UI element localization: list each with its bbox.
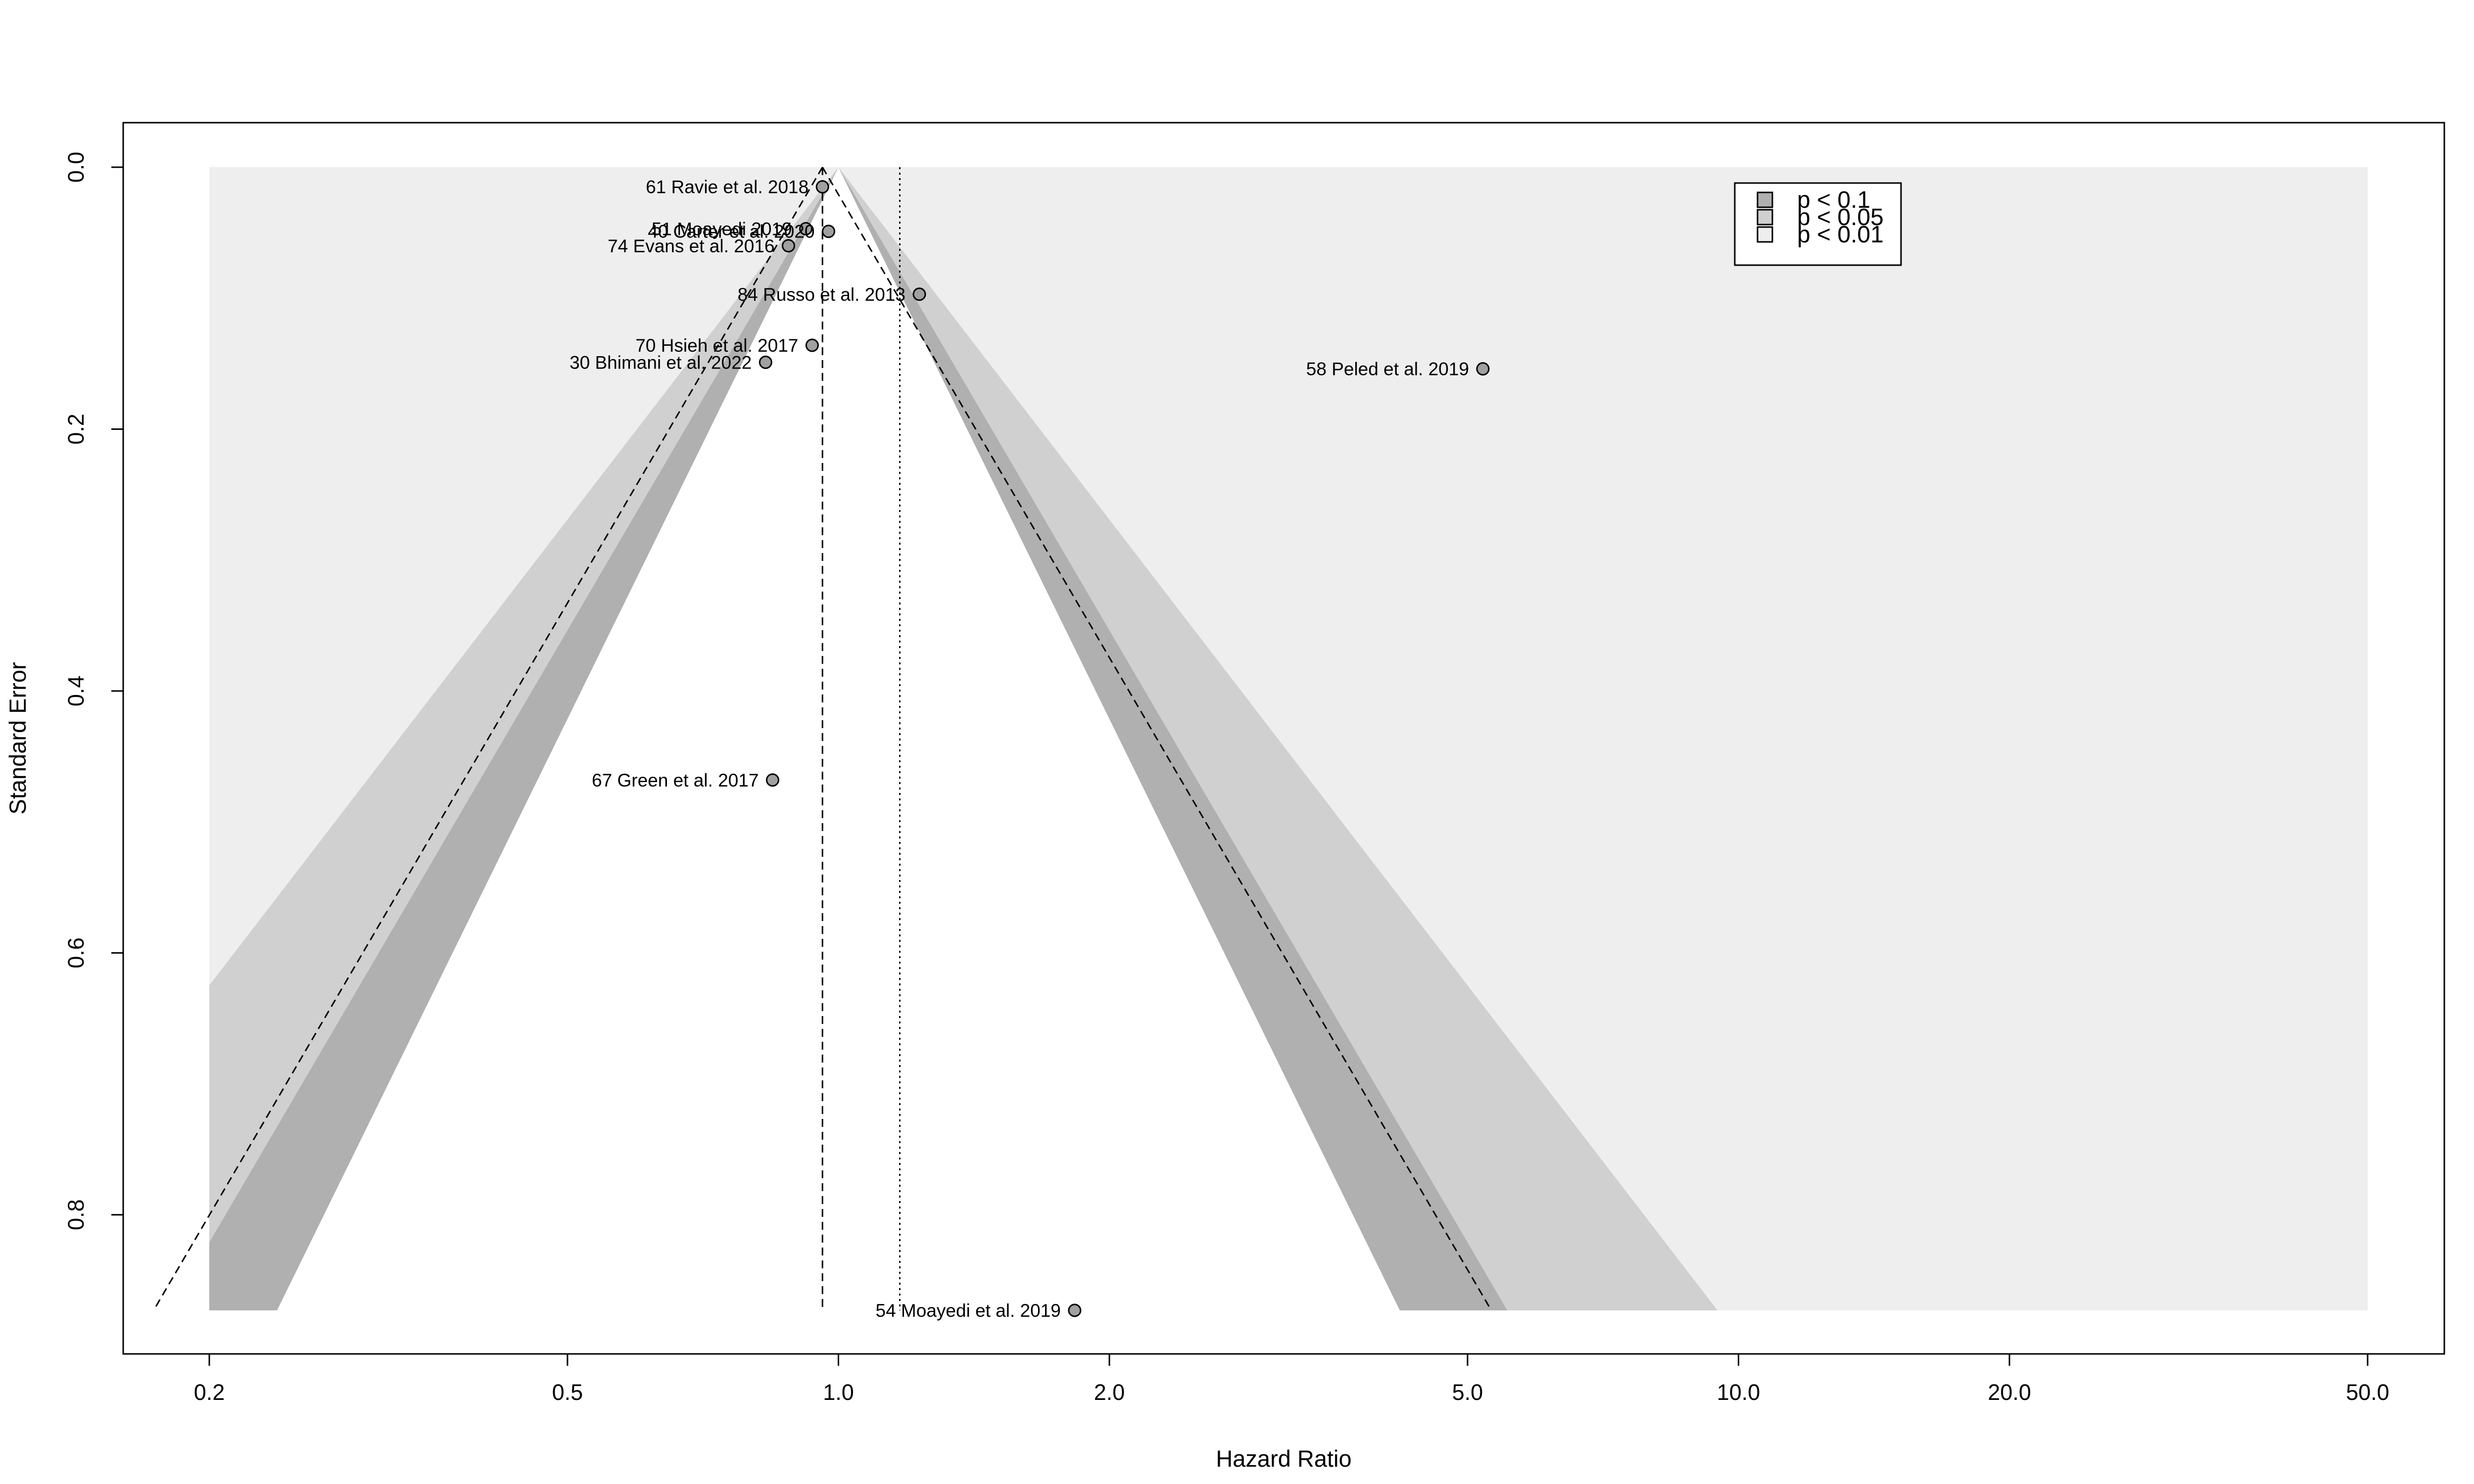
study-points [759, 180, 1490, 1317]
x-tick-label: 20.0 [1988, 1380, 2031, 1405]
x-tick-label: 2.0 [1094, 1380, 1125, 1405]
y-tick-label: 0.6 [63, 937, 89, 969]
legend-swatch [1757, 191, 1773, 208]
study-label: 67 Green et al. 2017 [592, 770, 759, 790]
legend: p < 0.1p < 0.05p < 0.01 [1734, 182, 1902, 266]
study-point [815, 180, 829, 194]
study-label: 30 Bhimani et al. 2022 [570, 352, 752, 372]
y-axis-title: Standard Error [4, 662, 31, 814]
study-label: 58 Peled et al. 2019 [1306, 359, 1469, 379]
study-point [1068, 1303, 1082, 1317]
x-tick-label: 50.0 [2346, 1380, 2389, 1405]
ci-right-line [821, 167, 1492, 1311]
study-label: 61 Ravie et al. 2018 [646, 177, 809, 197]
study-label: 40 Carter et al. 2020 [648, 222, 814, 242]
ci-left-line [153, 167, 823, 1311]
legend-label: p < 0.05 [1797, 204, 1884, 231]
x-tick-label: 5.0 [1452, 1380, 1483, 1405]
study-label: 70 Hsieh et al. 2017 [635, 335, 798, 356]
legend-label: p < 0.01 [1797, 222, 1884, 248]
study-label: 54 Moayedi et al. 2019 [876, 1300, 1061, 1321]
x-axis: 0.2 0.5 1.0 2.0 5.0 10.0 20.0 50.0 [194, 1353, 2389, 1405]
study-label: 84 Russo et al. 2013 [738, 284, 905, 305]
contour-region-ns [277, 167, 1400, 1310]
study-point [765, 773, 779, 787]
study-point [799, 222, 813, 235]
y-axis: 0.0 0.2 0.4 0.6 0.8 [63, 152, 124, 1230]
legend-swatch [1757, 226, 1773, 243]
reference-lines [153, 167, 1492, 1311]
x-tick-label: 10.0 [1717, 1380, 1760, 1405]
significance-contours [209, 167, 2368, 1310]
study-label: 51 Moayedi 2019 [652, 219, 792, 239]
study-point [759, 355, 772, 369]
legend-swatch [1757, 209, 1773, 226]
x-axis-title: Hazard Ratio [1216, 1445, 1351, 1472]
y-tick-label: 0.0 [63, 152, 89, 183]
x-tick-label: 0.2 [194, 1380, 225, 1405]
study-point [1476, 362, 1490, 376]
study-point [912, 287, 926, 301]
study-point [805, 338, 819, 352]
y-tick-label: 0.8 [63, 1199, 89, 1230]
study-label: 74 Evans et al. 2016 [608, 236, 774, 256]
legend-label: p < 0.1 [1797, 187, 1870, 213]
study-point [821, 225, 835, 238]
x-tick-label: 0.5 [552, 1380, 583, 1405]
study-point [781, 239, 795, 253]
y-tick-label: 0.4 [63, 676, 89, 707]
x-tick-label: 1.0 [823, 1380, 854, 1405]
y-tick-label: 0.2 [63, 414, 89, 445]
